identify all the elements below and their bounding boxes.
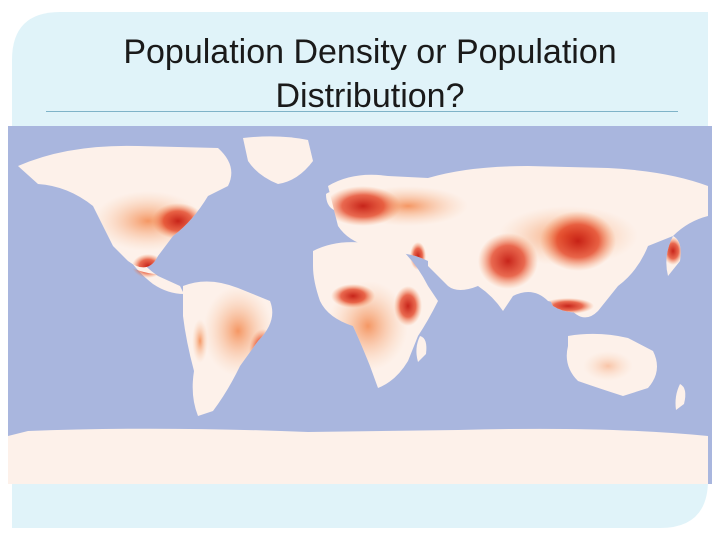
- europe-density: [325, 186, 401, 226]
- greenland: [243, 136, 313, 184]
- title-divider: [46, 111, 678, 112]
- west-africa-density: [331, 284, 375, 308]
- china-density: [540, 211, 616, 271]
- antarctica: [8, 428, 708, 484]
- madagascar: [416, 336, 427, 362]
- slide-title-line-1: Population Density or Population: [123, 33, 617, 71]
- arabia: [428, 255, 478, 290]
- world-population-map: [8, 126, 712, 484]
- new-zealand: [675, 384, 686, 410]
- central-america-strip: [126, 246, 184, 294]
- slide-title: Population Density or Population Distrib…: [60, 30, 680, 118]
- india-density: [478, 233, 538, 289]
- andes-density: [192, 319, 208, 363]
- map-canvas: [8, 126, 712, 484]
- east-africa-density: [394, 286, 422, 326]
- slide-title-line-2: Distribution?: [275, 77, 465, 115]
